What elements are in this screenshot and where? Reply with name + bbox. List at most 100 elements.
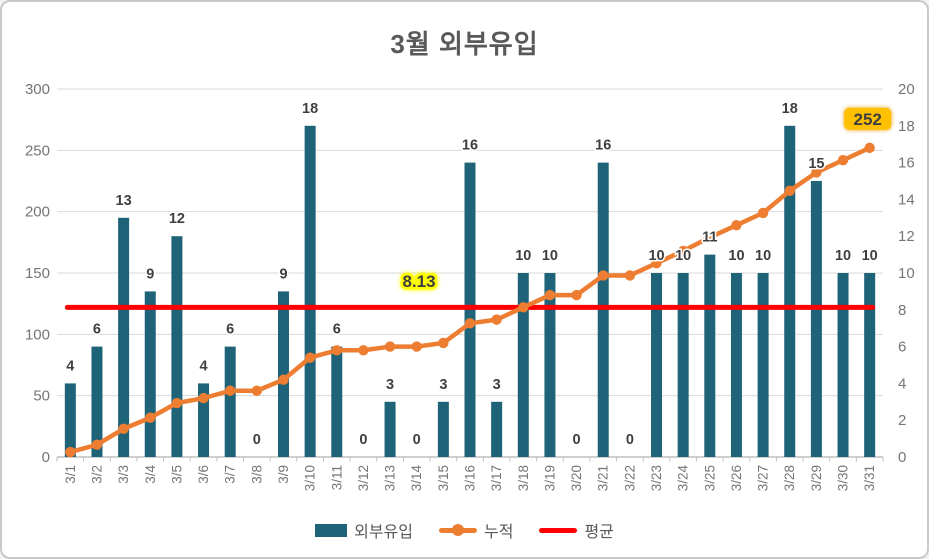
- cumulative-markers: [65, 142, 875, 458]
- svg-text:3/2: 3/2: [89, 465, 104, 484]
- svg-text:3/4: 3/4: [143, 465, 158, 484]
- svg-text:3/23: 3/23: [649, 465, 664, 491]
- legend-label-average: 평균: [584, 524, 614, 541]
- legend-item-bars: 외부유입: [315, 518, 413, 542]
- svg-text:15: 15: [808, 156, 824, 172]
- svg-text:4: 4: [898, 375, 906, 392]
- svg-text:150: 150: [25, 265, 50, 282]
- svg-text:11: 11: [702, 230, 717, 246]
- svg-text:3: 3: [386, 377, 394, 393]
- svg-text:18: 18: [898, 118, 915, 135]
- svg-text:3/17: 3/17: [489, 465, 504, 491]
- svg-text:12: 12: [169, 211, 185, 227]
- x-axis-labels: 3/1 3/2 3/3 3/4 3/5 3/6 3/7 3/8 3/9 3/10 3/11 3/12 3…: [63, 465, 877, 492]
- svg-text:9: 9: [279, 266, 287, 282]
- svg-text:252: 252: [853, 110, 881, 129]
- svg-text:13: 13: [116, 193, 132, 209]
- svg-text:10: 10: [835, 248, 851, 264]
- bar-series-swatch: [315, 523, 348, 537]
- svg-text:10: 10: [755, 248, 771, 264]
- svg-text:18: 18: [302, 101, 318, 117]
- svg-text:10: 10: [515, 248, 531, 264]
- svg-text:200: 200: [25, 204, 50, 221]
- svg-text:16: 16: [898, 155, 915, 172]
- svg-text:50: 50: [33, 388, 50, 405]
- svg-text:3/12: 3/12: [356, 465, 371, 491]
- legend-item-cumulative: 누적: [438, 518, 514, 542]
- svg-text:3: 3: [493, 377, 501, 393]
- svg-text:0: 0: [359, 432, 367, 448]
- average-annotation: 8.13: [402, 272, 435, 291]
- svg-text:16: 16: [595, 138, 611, 154]
- svg-text:3/31: 3/31: [862, 465, 877, 491]
- svg-text:3/3: 3/3: [116, 465, 131, 484]
- svg-text:3/7: 3/7: [223, 465, 238, 484]
- svg-text:10: 10: [648, 248, 664, 264]
- average-series-swatch: [539, 527, 578, 533]
- svg-text:0: 0: [626, 432, 634, 448]
- legend-item-average: 평균: [539, 518, 614, 542]
- svg-text:6: 6: [93, 322, 101, 338]
- cumulative-series-swatch: [438, 524, 477, 536]
- chart-title: 3월 외부유입: [390, 29, 539, 59]
- total-badge: 252: [844, 107, 892, 130]
- svg-text:10: 10: [675, 248, 691, 264]
- svg-text:0: 0: [413, 432, 421, 448]
- legend-label-bars: 외부유입: [354, 524, 413, 541]
- svg-text:6: 6: [333, 322, 341, 338]
- bars-group: [64, 125, 876, 458]
- svg-text:0: 0: [253, 432, 261, 448]
- svg-text:250: 250: [25, 142, 50, 159]
- svg-text:3/9: 3/9: [276, 465, 291, 484]
- svg-text:3/14: 3/14: [409, 465, 424, 492]
- svg-text:10: 10: [728, 248, 744, 264]
- svg-text:20: 20: [898, 81, 915, 98]
- svg-text:0: 0: [42, 449, 50, 466]
- svg-text:18: 18: [782, 101, 798, 117]
- svg-text:3/13: 3/13: [383, 465, 398, 491]
- svg-text:0: 0: [898, 449, 906, 466]
- svg-text:3/1: 3/1: [63, 465, 78, 484]
- svg-text:2: 2: [898, 412, 906, 429]
- svg-text:3/15: 3/15: [436, 465, 451, 491]
- svg-text:4: 4: [200, 358, 208, 374]
- svg-text:3/5: 3/5: [169, 465, 184, 484]
- svg-text:3/19: 3/19: [542, 465, 557, 491]
- svg-text:0: 0: [573, 432, 581, 448]
- svg-text:3/21: 3/21: [596, 465, 611, 491]
- svg-text:3/11: 3/11: [329, 465, 344, 490]
- svg-text:4: 4: [66, 358, 74, 374]
- svg-text:10: 10: [898, 265, 915, 282]
- svg-text:3/30: 3/30: [836, 465, 851, 491]
- svg-text:6: 6: [898, 339, 906, 356]
- svg-text:8: 8: [898, 302, 906, 319]
- svg-text:3/18: 3/18: [516, 465, 531, 491]
- svg-text:3/28: 3/28: [782, 465, 797, 491]
- svg-text:12: 12: [898, 228, 915, 245]
- bar-data-labels: 4 6 13 9 12 4 6 0 9 18 6 0 3 0 3 16 3 10 10 0 16 0 10 10 11 10 10 1…: [65, 99, 879, 449]
- svg-text:10: 10: [862, 248, 878, 264]
- svg-text:3/29: 3/29: [809, 465, 824, 491]
- svg-text:3/8: 3/8: [249, 465, 264, 484]
- svg-text:3/24: 3/24: [676, 465, 691, 492]
- legend-label-cumulative: 누적: [483, 524, 514, 541]
- svg-text:3/6: 3/6: [196, 465, 211, 484]
- svg-text:3/22: 3/22: [622, 465, 637, 491]
- svg-text:3: 3: [439, 377, 447, 393]
- svg-text:14: 14: [898, 191, 915, 208]
- cumulative-marker-dot: [451, 524, 464, 536]
- svg-text:3/27: 3/27: [756, 465, 771, 491]
- svg-text:3/10: 3/10: [303, 465, 318, 491]
- svg-text:100: 100: [25, 326, 50, 343]
- svg-text:3/16: 3/16: [463, 465, 478, 491]
- svg-text:16: 16: [462, 138, 478, 154]
- legend: 외부유입 누적 평균: [2, 517, 927, 543]
- svg-text:6: 6: [226, 322, 234, 338]
- svg-text:3/25: 3/25: [702, 465, 717, 491]
- svg-text:3/20: 3/20: [569, 465, 584, 491]
- svg-text:9: 9: [146, 266, 154, 282]
- svg-text:300: 300: [25, 81, 50, 98]
